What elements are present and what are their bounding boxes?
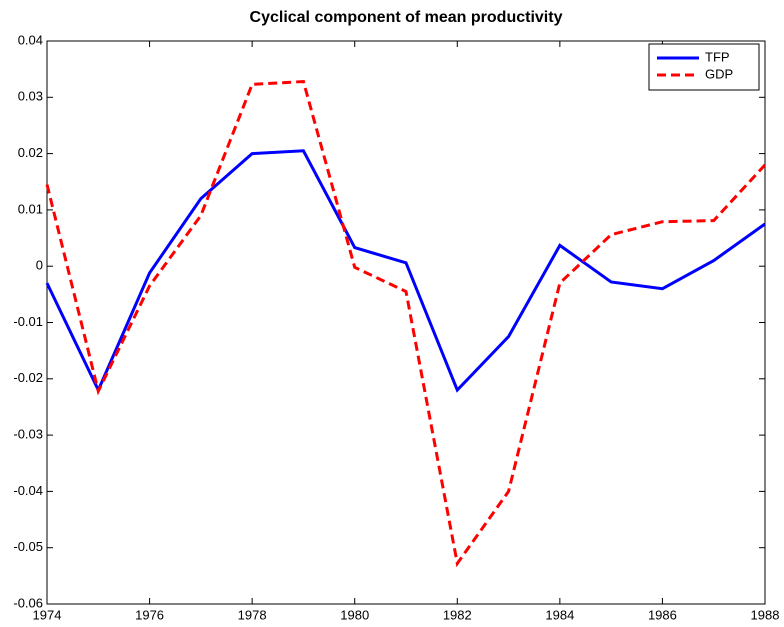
y-tick-label: -0.02 <box>13 370 43 385</box>
chart-title: Cyclical component of mean productivity <box>250 9 563 26</box>
y-tick-label: -0.01 <box>13 314 43 329</box>
x-tick-label: 1978 <box>238 607 267 622</box>
y-tick-label: 0.01 <box>18 201 43 216</box>
y-tick-label: -0.04 <box>13 483 43 498</box>
x-tick-label: 1984 <box>545 607 574 622</box>
y-tick-label: 0.04 <box>18 32 43 47</box>
x-tick-label: 1974 <box>33 607 62 622</box>
legend-box <box>648 43 760 91</box>
data-line <box>45 79 767 568</box>
x-tick-label: 1988 <box>751 607 780 622</box>
y-tick-label: 0 <box>36 258 43 273</box>
x-tick-label: 1986 <box>648 607 677 622</box>
y-tick-label: -0.05 <box>13 539 43 554</box>
x-tick-label: 1976 <box>135 607 164 622</box>
y-tick-label: -0.06 <box>13 595 43 610</box>
y-tick-label: 0.03 <box>18 89 43 104</box>
legend-label: GDP <box>705 66 733 81</box>
x-tick-label: 1982 <box>443 607 472 622</box>
x-tick-label: 1980 <box>340 607 369 622</box>
legend-label: TFP <box>705 49 730 64</box>
y-tick-label: 0.02 <box>18 145 43 160</box>
data-line <box>45 149 766 394</box>
y-tick-label: -0.03 <box>13 427 43 442</box>
